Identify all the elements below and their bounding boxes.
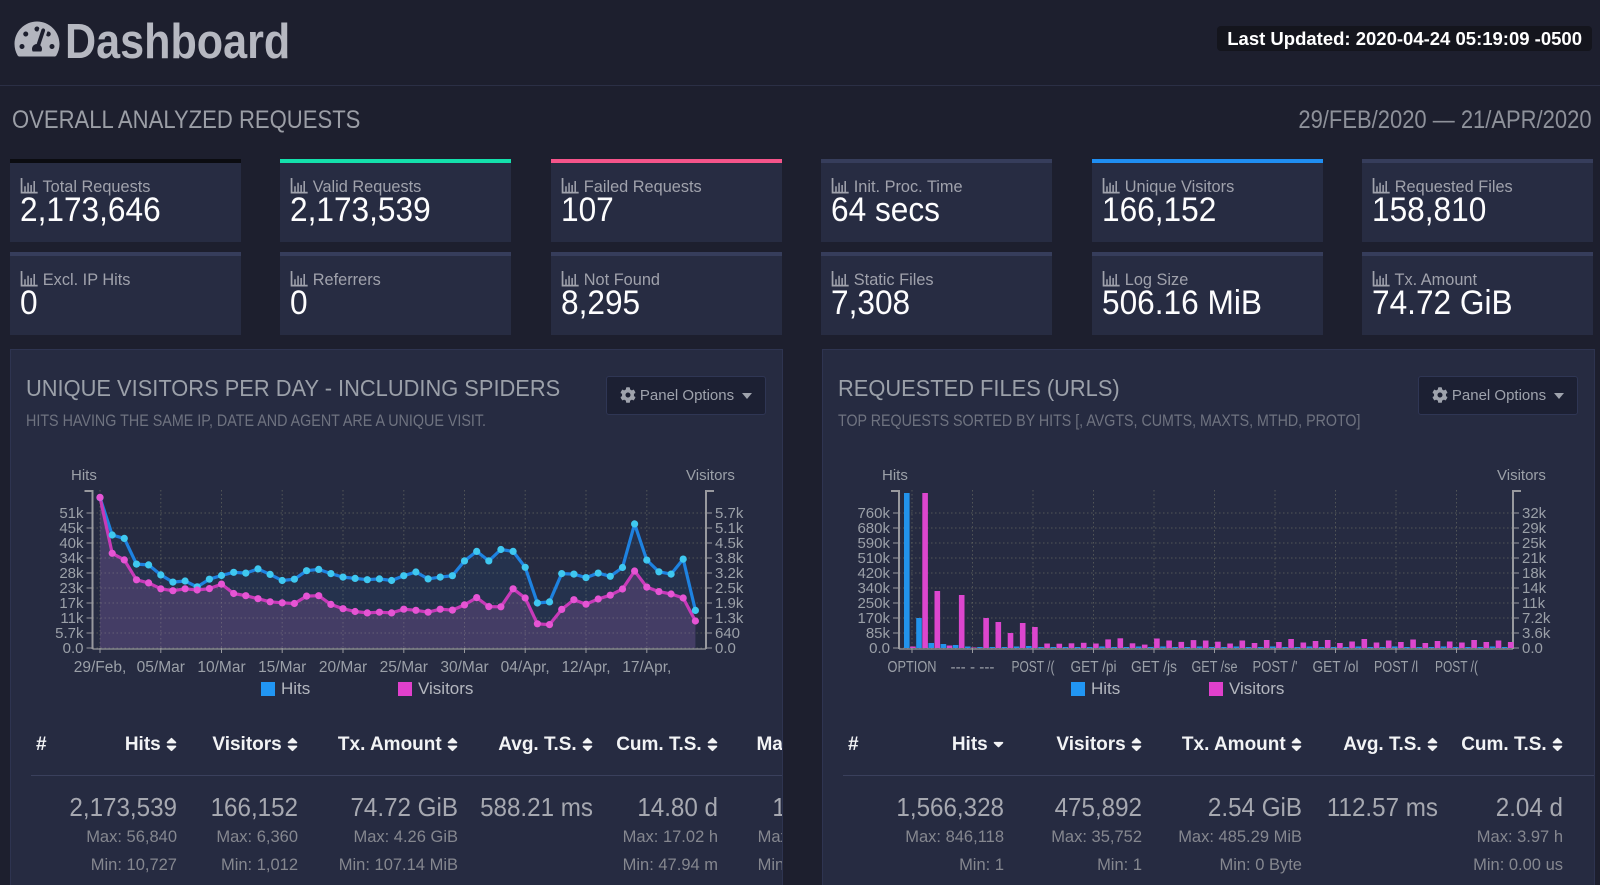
svg-text:40k: 40k [59, 535, 84, 552]
svg-text:POST /l: POST /l [1374, 659, 1418, 676]
svg-text:30/Mar: 30/Mar [440, 659, 488, 676]
svg-text:170k: 170k [857, 610, 890, 627]
svg-text:GET /se: GET /se [1192, 659, 1238, 676]
svg-text:29/Feb,: 29/Feb, [74, 659, 127, 676]
svg-text:05/Mar: 05/Mar [137, 659, 185, 676]
svg-text:3.6k: 3.6k [1522, 625, 1551, 642]
svg-text:Visitors: Visitors [1497, 467, 1546, 484]
svg-text:680k: 680k [857, 520, 890, 537]
svg-text:29k: 29k [1522, 520, 1547, 537]
svg-text:0.0: 0.0 [869, 640, 890, 657]
svg-text:3.8k: 3.8k [715, 550, 744, 567]
svg-text:POST /': POST /' [1253, 659, 1298, 676]
svg-text:20/Mar: 20/Mar [319, 659, 367, 676]
svg-text:Visitors: Visitors [686, 467, 735, 484]
svg-text:340k: 340k [857, 580, 890, 597]
svg-text:23k: 23k [59, 580, 84, 597]
svg-text:5.1k: 5.1k [715, 520, 744, 537]
svg-text:11k: 11k [1522, 595, 1546, 612]
svg-text:Hits: Hits [71, 467, 97, 484]
svg-text:04/Apr,: 04/Apr, [501, 659, 550, 676]
svg-text:POST /(: POST /( [1435, 659, 1479, 676]
svg-text:45k: 45k [59, 520, 84, 537]
svg-text:420k: 420k [857, 565, 890, 582]
svg-text:GET /ol: GET /ol [1313, 659, 1359, 676]
svg-text:640: 640 [715, 625, 740, 642]
svg-text:0.0: 0.0 [715, 640, 736, 657]
svg-text:--- - ---: --- - --- [951, 659, 995, 676]
svg-text:590k: 590k [857, 535, 890, 552]
svg-text:18k: 18k [1522, 565, 1547, 582]
svg-text:85k: 85k [866, 625, 891, 642]
svg-text:GET /pi: GET /pi [1071, 659, 1117, 676]
svg-text:POST /(: POST /( [1012, 659, 1056, 676]
svg-text:11k: 11k [60, 610, 84, 627]
svg-text:3.2k: 3.2k [715, 565, 744, 582]
svg-text:0.0: 0.0 [1522, 640, 1543, 657]
svg-text:5.7k: 5.7k [715, 505, 744, 522]
svg-text:250k: 250k [857, 595, 890, 612]
svg-text:1.9k: 1.9k [715, 595, 744, 612]
svg-text:5.7k: 5.7k [55, 625, 84, 642]
svg-text:17k: 17k [59, 595, 84, 612]
svg-text:10/Mar: 10/Mar [197, 659, 245, 676]
svg-text:15/Mar: 15/Mar [258, 659, 306, 676]
svg-text:17/Apr,: 17/Apr, [622, 659, 671, 676]
svg-text:7.2k: 7.2k [1522, 610, 1551, 627]
svg-text:12/Apr,: 12/Apr, [561, 659, 610, 676]
svg-text:2.5k: 2.5k [715, 580, 744, 597]
svg-text:GET /js: GET /js [1131, 659, 1177, 676]
svg-text:28k: 28k [59, 565, 84, 582]
svg-text:1.3k: 1.3k [715, 610, 744, 627]
svg-text:25k: 25k [1522, 535, 1547, 552]
svg-text:34k: 34k [59, 550, 84, 567]
svg-text:4.5k: 4.5k [715, 535, 744, 552]
svg-text:51k: 51k [59, 505, 84, 522]
svg-text:32k: 32k [1522, 505, 1547, 522]
svg-text:760k: 760k [857, 505, 890, 522]
svg-text:25/Mar: 25/Mar [380, 659, 428, 676]
svg-text:Hits: Hits [882, 467, 908, 484]
svg-text:21k: 21k [1522, 550, 1547, 567]
svg-text:0.0: 0.0 [63, 640, 84, 657]
svg-text:OPTION: OPTION [888, 659, 937, 676]
svg-text:14k: 14k [1522, 580, 1547, 597]
svg-text:510k: 510k [857, 550, 890, 567]
